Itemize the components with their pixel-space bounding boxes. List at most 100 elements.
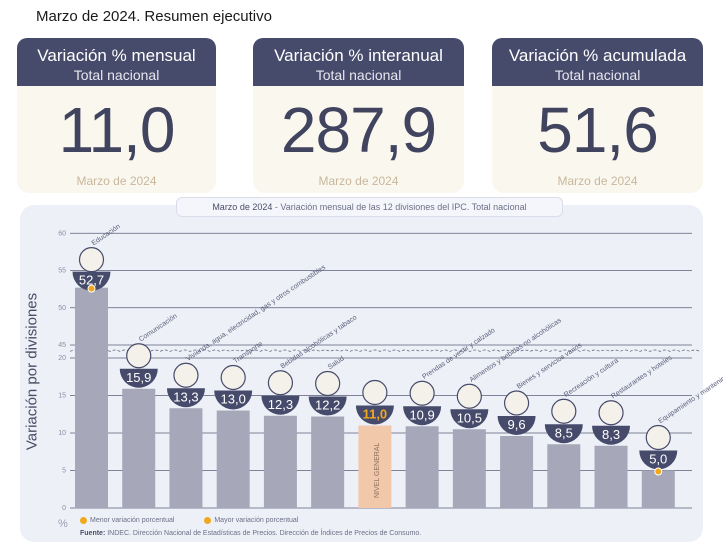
value-badge (166, 388, 205, 408)
bar (500, 436, 534, 508)
category-label: Bienes y servicios varios (516, 342, 584, 391)
umbrella-icon (551, 398, 577, 424)
variation-marker (654, 467, 663, 476)
bar (358, 425, 392, 508)
bar (547, 444, 581, 508)
card-value: 11,0 (58, 94, 176, 166)
value-label: 12,3 (268, 397, 293, 412)
value-badge (497, 416, 536, 435)
legend-max: Mayor variación porcentual (214, 517, 299, 524)
medical-cross-icon (315, 370, 341, 397)
value-label: 5,0 (649, 452, 667, 467)
value-label: 12,2 (315, 398, 340, 413)
tick-label: 55 (58, 268, 66, 275)
source-note: Fuente: INDEC. Dirección Nacional de Est… (80, 530, 421, 537)
y-unit: % (58, 518, 68, 530)
bar (75, 287, 108, 508)
card-acumulada: Variación % acumulada Total nacional 51,6… (492, 38, 703, 193)
bar (452, 429, 486, 508)
value-badge (308, 396, 347, 416)
value-badge (261, 395, 300, 415)
value-badge (403, 406, 442, 426)
legend: Menor variación porcentual Mayor variaci… (80, 517, 298, 524)
max-marker-icon (204, 517, 212, 524)
card-subtitle: Total nacional (554, 67, 641, 83)
tick-label: 20 (58, 355, 66, 362)
card-subtitle: Total nacional (73, 67, 160, 83)
min-marker-icon (80, 517, 87, 524)
card-title: Variación % interanual (274, 46, 443, 65)
value-badge (355, 405, 394, 425)
value-badge (639, 450, 678, 470)
category-label: Restaurantes y hoteles (610, 354, 674, 400)
value-label: 13,3 (173, 389, 198, 404)
chart-title-text: - Variación mensual de las 12 divisiones… (272, 202, 527, 212)
card-date: Marzo de 2024 (557, 174, 638, 188)
bar (405, 426, 439, 508)
bar (169, 408, 203, 508)
tick-label: 60 (58, 230, 66, 237)
tick-label: 10 (58, 430, 66, 437)
basket-icon (362, 379, 388, 406)
phone-icon (126, 343, 152, 369)
card-title: Variación % acumulada (508, 46, 687, 65)
category-label: Educación (91, 223, 122, 247)
bulb-icon (173, 362, 199, 388)
category-label: Transporte (232, 341, 264, 366)
bar (122, 388, 156, 508)
cutlery-icon (598, 400, 624, 426)
bar (216, 410, 250, 508)
value-label: 8,5 (555, 425, 573, 440)
value-label: 13,0 (221, 392, 246, 407)
value-label: 8,3 (602, 427, 620, 442)
grocery-icon (456, 383, 482, 409)
card-value: 51,6 (537, 94, 659, 166)
stove-icon (645, 424, 671, 451)
page-title: Marzo de 2024. Resumen ejecutivo (36, 8, 272, 25)
shirt-icon (409, 380, 435, 406)
value-badge (544, 424, 583, 444)
tick-label: 5 (62, 468, 66, 475)
value-label: 15,9 (126, 370, 151, 385)
bar (594, 445, 628, 508)
card-subtitle: Total nacional (315, 67, 402, 83)
chart-title: Marzo de 2024 - Variación mensual de las… (176, 197, 563, 217)
value-badge (450, 409, 489, 429)
brush-icon (503, 390, 530, 416)
card-mensual: Variación % mensual Total nacional 11,0 Ma… (17, 38, 216, 193)
bus-icon (220, 364, 246, 391)
book-icon (78, 247, 105, 273)
category-label: Bebidas alcohólicas y tabaco (280, 314, 359, 370)
card-value: 287,9 (280, 94, 437, 166)
chart-title-period: Marzo de 2024 (212, 202, 273, 212)
value-badge (119, 368, 158, 388)
bottle-icon (267, 370, 294, 396)
category-label: Comunicación (138, 313, 179, 344)
bar (641, 470, 675, 508)
tick-label: 15 (58, 393, 66, 400)
tick-label: 45 (58, 342, 66, 349)
value-label: 11,0 (363, 407, 388, 422)
card-date: Marzo de 2024 (76, 174, 157, 188)
value-badge (592, 425, 631, 445)
value-label: 10,5 (457, 410, 482, 425)
bar (263, 415, 297, 508)
value-label: 9,6 (508, 417, 526, 432)
tick-label: 50 (58, 305, 66, 312)
card-title: Variación % mensual (37, 46, 196, 65)
source-label: Fuente: (80, 530, 106, 537)
source-text: INDEC. Dirección Nacional de Estadística… (105, 530, 422, 537)
card-date: Marzo de 2024 (318, 174, 399, 188)
value-badge (72, 271, 111, 291)
axis-break (69, 349, 701, 352)
value-label: 52,7 (79, 273, 104, 288)
value-label: 10,9 (409, 407, 434, 422)
legend-min: Menor variación porcentual (90, 517, 175, 524)
category-label: NIVEL GENERAL (374, 443, 381, 498)
card-interanual: Variación % interanual Total nacional 287… (253, 38, 464, 193)
variation-marker (87, 284, 96, 293)
tick-label: 0 (62, 505, 66, 512)
bar (311, 416, 345, 508)
value-badge (214, 390, 253, 410)
